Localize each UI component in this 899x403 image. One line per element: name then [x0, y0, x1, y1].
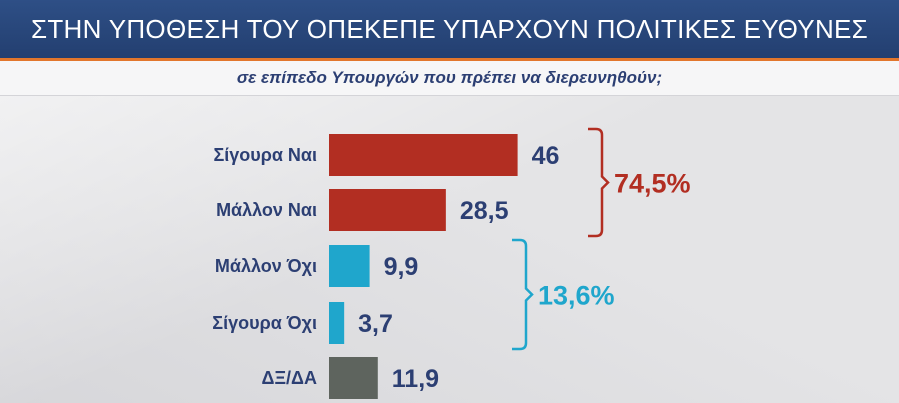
group-bracket	[512, 238, 534, 351]
category-label: ΔΞ/ΔΑ	[262, 368, 317, 388]
value-label: 3,7	[358, 310, 393, 338]
category-label: Μάλλον Όχι	[215, 256, 317, 276]
header-bar: ΣΤΗΝ ΥΠΟΘΕΣΗ ΤΟΥ ΟΠΕΚΕΠΕ ΥΠΑΡΧΟΥΝ ΠΟΛΙΤΙ…	[0, 0, 899, 61]
chart-subtitle: σε επίπεδο Υπουργών που πρέπει να διερευ…	[236, 68, 663, 87]
subtitle-band: σε επίπεδο Υπουργών που πρέπει να διερευ…	[0, 61, 899, 96]
bar	[329, 302, 345, 344]
bar	[329, 245, 370, 287]
bar	[329, 357, 378, 399]
group-total-label: 74,5%	[614, 169, 691, 199]
group-bracket	[588, 127, 610, 238]
value-label: 28,5	[460, 197, 509, 225]
bar	[329, 189, 446, 231]
chart-title: ΣΤΗΝ ΥΠΟΘΕΣΗ ΤΟΥ ΟΠΕΚΕΠΕ ΥΠΑΡΧΟΥΝ ΠΟΛΙΤΙ…	[30, 14, 869, 44]
category-label: Σίγουρα Ναι	[213, 145, 317, 165]
value-label: 11,9	[392, 365, 439, 393]
bar	[329, 134, 518, 176]
category-label: Μάλλον Ναι	[216, 200, 317, 220]
value-label: 46	[532, 142, 560, 170]
value-label: 9,9	[384, 253, 419, 281]
group-total-label: 13,6%	[538, 281, 615, 311]
category-label: Σίγουρα Όχι	[212, 313, 317, 333]
